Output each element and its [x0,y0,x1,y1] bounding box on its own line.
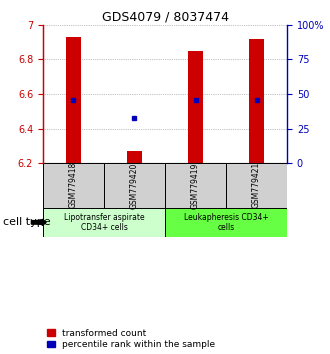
Text: Lipotransfer aspirate
CD34+ cells: Lipotransfer aspirate CD34+ cells [64,213,144,232]
Text: GSM779421: GSM779421 [252,162,261,209]
Text: GSM779418: GSM779418 [69,162,78,209]
Bar [188,51,203,163]
Bar [66,37,81,163]
Bar [249,39,264,163]
Text: GSM779420: GSM779420 [130,162,139,209]
Bar [43,207,165,237]
Title: GDS4079 / 8037474: GDS4079 / 8037474 [102,11,228,24]
Legend: transformed count, percentile rank within the sample: transformed count, percentile rank withi… [48,329,215,349]
Text: cell type: cell type [3,217,51,227]
Bar [43,163,104,207]
Bar [226,163,287,207]
Bar [104,163,165,207]
Bar [165,207,287,237]
Text: Leukapheresis CD34+
cells: Leukapheresis CD34+ cells [184,213,268,232]
Bar [127,151,142,163]
Bar [165,163,226,207]
Text: GSM779419: GSM779419 [191,162,200,209]
